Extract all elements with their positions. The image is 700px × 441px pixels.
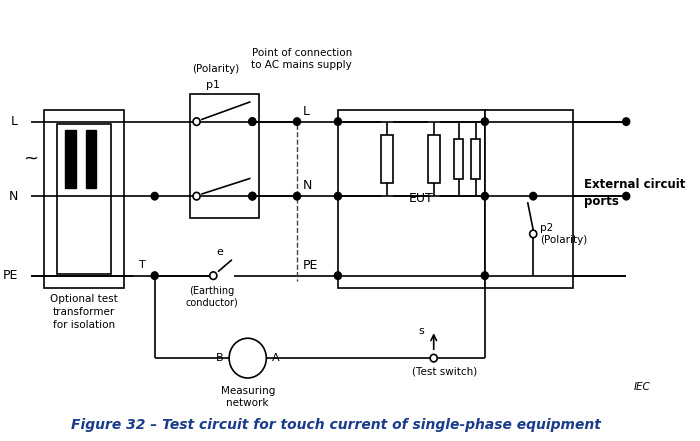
Text: PE: PE [3,269,18,282]
Bar [86,130,96,188]
Circle shape [151,192,158,200]
Text: p1: p1 [206,80,220,90]
Circle shape [248,118,256,125]
Bar [57,123,111,274]
Circle shape [482,118,489,125]
Text: e: e [216,247,223,257]
Bar [44,110,124,288]
Text: ~: ~ [24,150,38,168]
Circle shape [210,272,217,280]
Circle shape [482,272,489,280]
Circle shape [248,192,256,200]
Text: s: s [419,326,424,336]
Text: N: N [302,179,312,192]
Circle shape [151,272,158,280]
Circle shape [335,272,342,280]
Circle shape [623,192,630,200]
Bar [485,110,573,288]
Text: p2
(Polarity): p2 (Polarity) [540,223,587,245]
Text: PE: PE [302,259,318,272]
Circle shape [335,192,342,200]
Bar [471,139,480,179]
Circle shape [193,192,200,200]
Bar [65,130,76,188]
Text: A: A [272,353,279,363]
Bar [454,139,463,179]
Bar [428,135,440,183]
Text: EUT: EUT [408,192,433,205]
Text: Point of connection
to AC mains supply: Point of connection to AC mains supply [251,49,352,70]
Text: Measuring
network: Measuring network [220,386,275,408]
Text: (Earthing
conductor): (Earthing conductor) [185,286,238,308]
Text: N: N [8,190,18,203]
Circle shape [229,338,266,378]
Circle shape [293,118,300,125]
Text: IEC: IEC [634,382,650,392]
Circle shape [530,230,537,238]
Text: L: L [11,115,18,128]
Circle shape [248,118,256,125]
Text: B: B [216,353,223,363]
Text: T: T [139,260,146,270]
Circle shape [248,192,256,200]
Text: (Polarity): (Polarity) [192,64,239,74]
Circle shape [482,192,489,200]
Text: Optional test
transformer
for isolation: Optional test transformer for isolation [50,294,118,330]
Text: L: L [302,105,309,118]
Circle shape [293,192,300,200]
Circle shape [193,118,200,125]
Circle shape [530,192,537,200]
Bar [382,135,393,183]
Text: External circuit
ports: External circuit ports [584,178,686,208]
Bar [338,110,485,288]
Circle shape [430,355,438,362]
Bar [190,94,259,218]
Circle shape [335,118,342,125]
Circle shape [623,118,630,125]
Text: Figure 32 – Test circuit for touch current of single-phase equipment: Figure 32 – Test circuit for touch curre… [71,418,601,432]
Text: (Test switch): (Test switch) [412,366,477,376]
